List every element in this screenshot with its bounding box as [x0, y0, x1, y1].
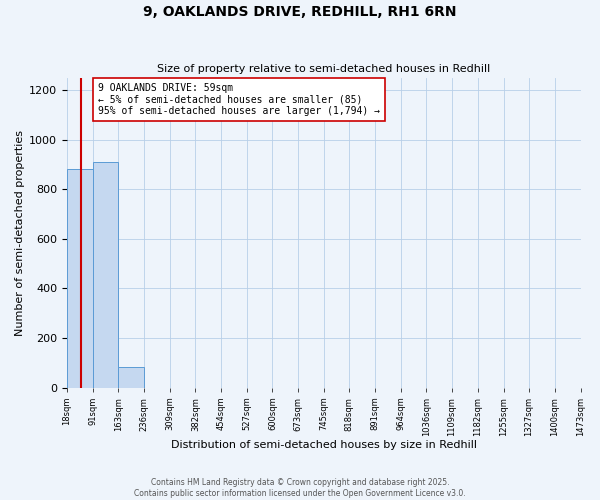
Text: Contains HM Land Registry data © Crown copyright and database right 2025.
Contai: Contains HM Land Registry data © Crown c…: [134, 478, 466, 498]
Bar: [118, 366, 144, 388]
Text: 9, OAKLANDS DRIVE, REDHILL, RH1 6RN: 9, OAKLANDS DRIVE, REDHILL, RH1 6RN: [143, 5, 457, 19]
Bar: [67, 170, 93, 388]
Text: 9 OAKLANDS DRIVE: 59sqm
← 5% of semi-detached houses are smaller (85)
95% of sem: 9 OAKLANDS DRIVE: 59sqm ← 5% of semi-det…: [98, 82, 380, 116]
Y-axis label: Number of semi-detached properties: Number of semi-detached properties: [15, 130, 25, 336]
Bar: [93, 162, 118, 388]
X-axis label: Distribution of semi-detached houses by size in Redhill: Distribution of semi-detached houses by …: [171, 440, 477, 450]
Title: Size of property relative to semi-detached houses in Redhill: Size of property relative to semi-detach…: [157, 64, 490, 74]
